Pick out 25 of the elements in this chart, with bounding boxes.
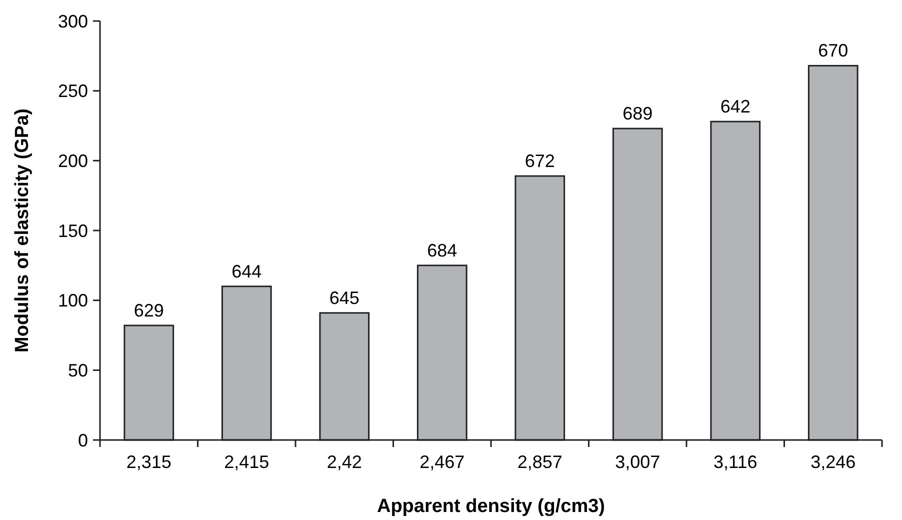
- x-tick-label: 2,42: [326, 452, 362, 472]
- y-tick-label: 0: [78, 430, 88, 450]
- x-tick-label: 3,116: [714, 452, 758, 472]
- x-tick-label: 3,007: [615, 452, 660, 472]
- annotation: 644: [232, 261, 262, 282]
- annotation: 670: [818, 40, 848, 61]
- y-tick-label: 100: [58, 290, 88, 311]
- annotation: 684: [427, 240, 458, 260]
- y-tick-label: 300: [58, 11, 88, 32]
- x-tick-label: 3,246: [810, 452, 856, 472]
- x-axis-title: Apparent density (g/cm3): [376, 496, 606, 517]
- annotation: 672: [524, 151, 555, 172]
- y-tick-label: 150: [58, 220, 88, 241]
- x-tick-label: 2,467: [420, 452, 465, 472]
- y-axis-title: Modulus of elasticity (GPa): [12, 108, 33, 352]
- annotation: 645: [329, 288, 360, 308]
- annotation: 642: [720, 96, 750, 117]
- y-tick-label: 250: [58, 81, 88, 102]
- annotation: 689: [622, 104, 653, 124]
- x-tick-label: 2,857: [517, 452, 562, 472]
- x-tick-label: 2,315: [126, 452, 172, 472]
- y-tick-label: 50: [68, 360, 88, 380]
- x-tick-label: 2,415: [224, 452, 270, 472]
- y-tick-label: 200: [58, 150, 88, 171]
- annotation: 629: [134, 300, 164, 320]
